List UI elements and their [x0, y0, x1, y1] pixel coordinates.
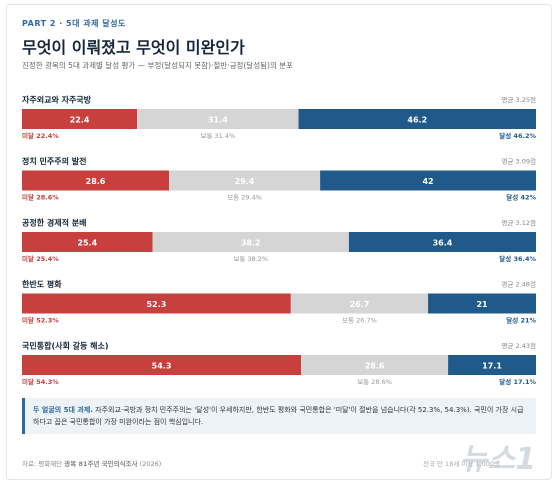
- bar-segment: [22, 355, 302, 375]
- bar-value: 25.4: [77, 239, 97, 248]
- average-label: 평균 2.48점: [502, 280, 536, 289]
- card: [6, 4, 552, 480]
- bar-value: 31.4: [208, 116, 228, 125]
- bar-value: 17.1: [482, 362, 502, 371]
- category-label: 자주외교와 자주국방: [22, 95, 92, 105]
- bar-value: 42: [422, 177, 433, 186]
- bar-segment: [301, 355, 449, 375]
- bar-segment: [428, 293, 536, 314]
- average-label: 평균 3.25점: [502, 95, 536, 104]
- segment-label: 미달 52.3%: [22, 316, 59, 325]
- kicker: PART 2 · 5대 과제 달성도: [22, 19, 126, 28]
- segment-label: 보통 26.7%: [342, 317, 377, 325]
- segment-label: 달성 36.4%: [499, 254, 536, 263]
- note-text: 자주외교·국방과 정치 민주주의는 '달성'이 우세하지만, 한반도 평화와 국…: [33, 406, 524, 426]
- source-year: (2026): [139, 460, 162, 468]
- segment-label: 미달 54.3%: [22, 377, 59, 386]
- average-label: 평균 3.09점: [502, 157, 536, 166]
- segment-label: 보통 29.4%: [227, 194, 262, 202]
- bar-value: 46.2: [407, 116, 427, 125]
- bar-segment: [22, 232, 153, 252]
- segment-label: 보통 28.6%: [357, 378, 392, 386]
- segment-label: 달성 21%: [506, 316, 536, 325]
- segment-label: 달성 17.1%: [499, 377, 536, 386]
- bar-segment: [290, 293, 429, 314]
- bar-value: 54.3: [152, 362, 172, 371]
- bar-segment: [298, 109, 536, 129]
- source-prefix: 자료: 평화재단: [22, 460, 63, 468]
- bar-segment: [348, 232, 536, 252]
- segment-label: 보통 31.4%: [200, 132, 235, 140]
- segment-label: 보통 38.2%: [233, 255, 268, 263]
- bar-segment: [320, 170, 536, 191]
- bar-value: 52.3: [147, 300, 167, 309]
- chart-title: 무엇이 이뤄졌고 무엇이 미완인가: [22, 38, 245, 57]
- chart-subtitle: 진정한 광복의 5대 과제별 달성 평가 — 부정(달성되지 못함)·절반·긍정…: [22, 61, 293, 70]
- bar-segment: [22, 170, 170, 191]
- bar-segment: [448, 355, 536, 375]
- category-label: 정치 민주주의 발전: [22, 156, 86, 166]
- bar-segment: [169, 170, 321, 191]
- bar-value: 28.6: [365, 362, 385, 371]
- source-name: 광복 81주년 국민의식조사: [64, 460, 138, 468]
- category-label: 공정한 경제적 분배: [22, 218, 86, 228]
- bar-value: 26.7: [350, 300, 370, 309]
- sample-note: 전국 만 18세 이상 1,000명: [422, 460, 500, 468]
- bar-value: 29.4: [235, 177, 255, 186]
- category-label: 국민통합(사회 갈등 해소): [22, 341, 108, 351]
- bar-value: 22.4: [70, 116, 90, 125]
- average-label: 평균 3.12점: [502, 218, 536, 227]
- segment-label: 미달 25.4%: [22, 254, 59, 263]
- bar-segment: [152, 232, 349, 252]
- segment-label: 미달 22.4%: [22, 131, 59, 140]
- bar-segment: [22, 293, 291, 314]
- bar-value: 21: [476, 300, 488, 309]
- bar-segment: [22, 109, 138, 129]
- bar-value: 28.6: [86, 177, 106, 186]
- source: 자료: 평화재단 광복 81주년 국민의식조사 (2026): [22, 458, 161, 468]
- segment-label: 달성 42%: [506, 193, 536, 202]
- note-lead: 두 얼굴의 5대 과제.: [33, 406, 93, 414]
- watermark: 뉴스1: [459, 442, 536, 477]
- bar-segment: [137, 109, 299, 129]
- note: 두 얼굴의 5대 과제. 자주외교·국방과 정치 민주주의는 '달성'이 우세하…: [22, 398, 536, 434]
- bar-value: 36.4: [433, 239, 453, 248]
- segment-label: 미달 28.6%: [22, 193, 59, 202]
- average-label: 평균 2.43점: [502, 341, 536, 350]
- segment-label: 달성 46.2%: [499, 131, 536, 140]
- category-label: 한반도 평화: [22, 279, 62, 289]
- bar-value: 38.2: [241, 239, 261, 248]
